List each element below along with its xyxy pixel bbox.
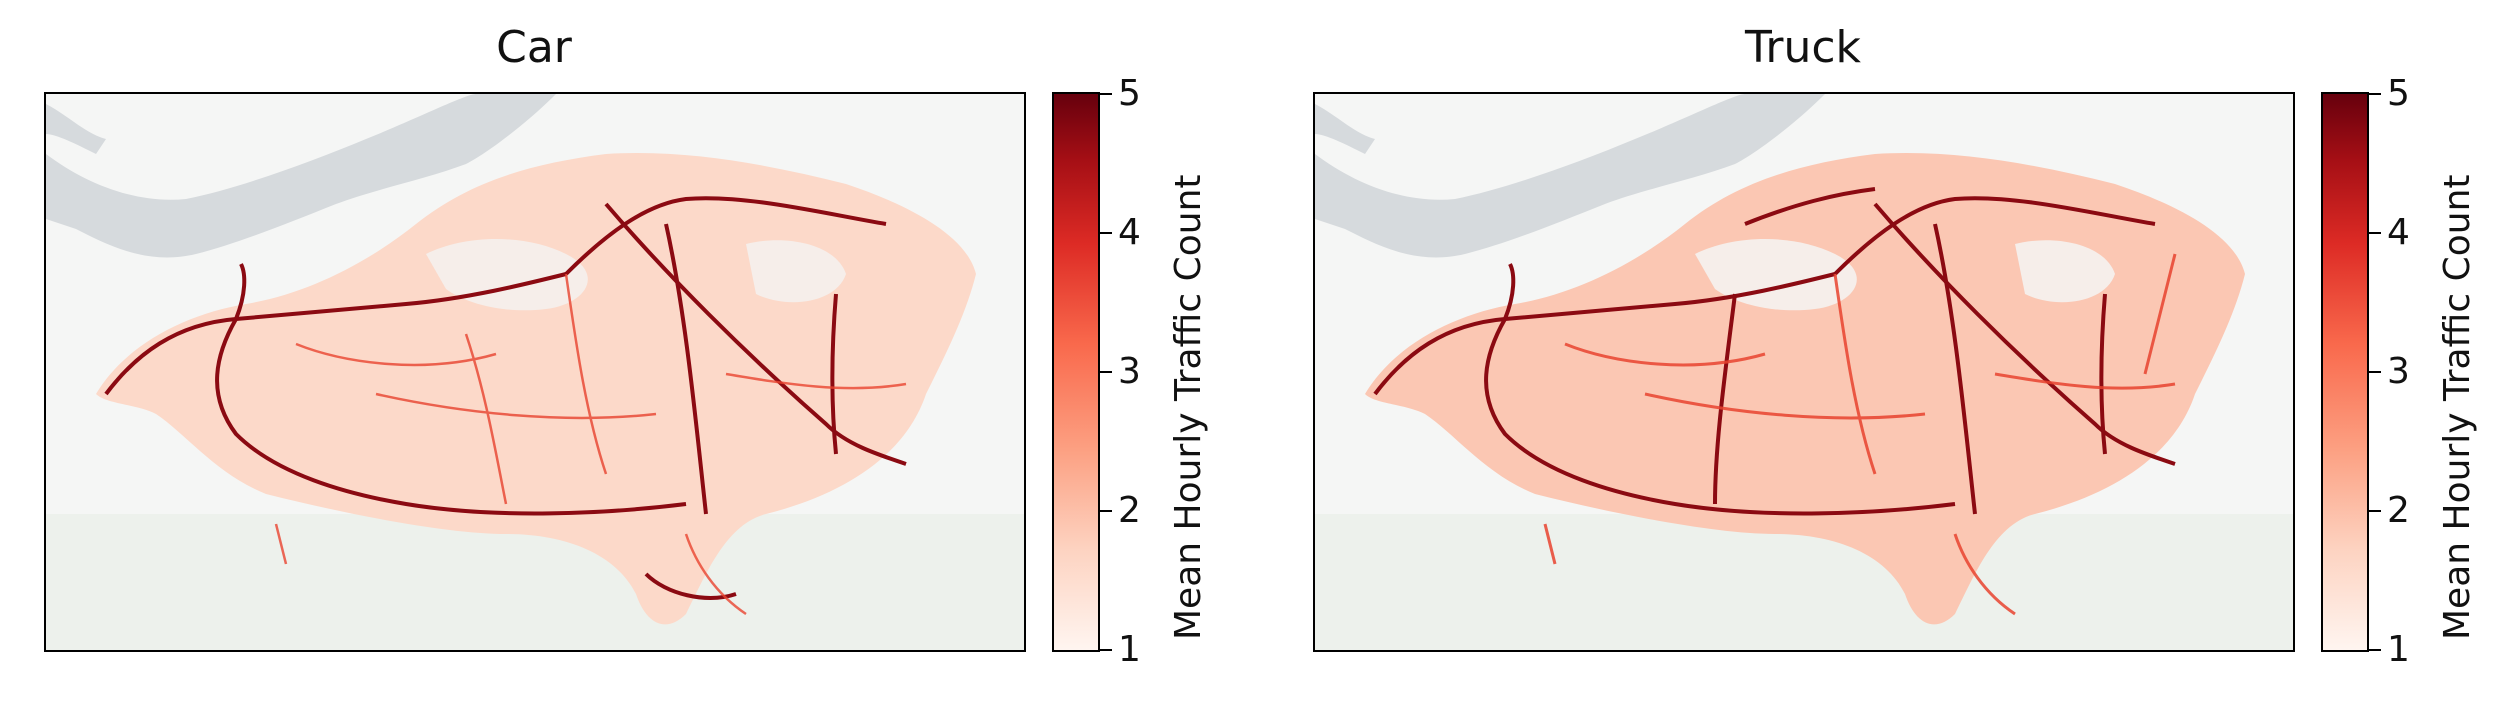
minor-road-7 — [1953, 533, 2016, 616]
river-inlet — [46, 104, 106, 154]
minor-road-8 — [2143, 253, 2177, 375]
car-cbar-tick-mark-4 — [1100, 232, 1112, 234]
minor-road-2 — [1644, 392, 1926, 420]
car-colorbar — [1052, 92, 1100, 652]
road-bridge — [234, 263, 247, 320]
minor-road-4 — [725, 372, 907, 390]
road-central — [664, 223, 708, 515]
minor-road-3 — [464, 333, 508, 505]
minor-roads — [1543, 253, 2177, 616]
road-diagonal — [604, 202, 907, 466]
car-cbar-tick-mark-3 — [1100, 371, 1112, 373]
river — [1315, 94, 1825, 258]
road-central — [1933, 223, 1977, 515]
car-panel-title: Car — [496, 22, 572, 73]
truck-map-svg — [1315, 94, 2293, 650]
major-roads — [104, 196, 907, 600]
road-north — [564, 196, 887, 276]
truck-cbar-tick-mark-1 — [2369, 649, 2381, 651]
car-cbar-tick-mark-2 — [1100, 510, 1112, 512]
road-ring-south — [1484, 318, 1956, 516]
road-west-central — [1713, 293, 1737, 505]
minor-road-6 — [274, 523, 288, 565]
truck-colorbar-label: Mean Hourly Traffic Count — [2437, 174, 2478, 640]
major-roads — [1373, 187, 2176, 516]
car-cbar-tick-2: 2 — [1118, 490, 1141, 531]
car-cbar-tick-1: 1 — [1118, 629, 1141, 670]
car-traffic-map[interactable] — [44, 92, 1026, 652]
park-gap-2 — [746, 240, 846, 303]
minor-road-1 — [1564, 342, 1766, 367]
river-inlet — [1315, 104, 1375, 154]
park-gap-2 — [2015, 240, 2115, 303]
road-east — [2099, 293, 2107, 455]
road-east — [830, 293, 838, 455]
truck-cbar-tick-mark-2 — [2369, 510, 2381, 512]
car-cbar-tick-mark-1 — [1100, 649, 1112, 651]
minor-road-1 — [295, 342, 497, 367]
park-gap — [1695, 239, 1857, 311]
truck-cbar-tick-2: 2 — [2387, 490, 2410, 531]
minor-road-6 — [1543, 523, 1557, 565]
truck-cbar-tick-3: 3 — [2387, 351, 2410, 392]
car-cbar-tick-3: 3 — [1118, 351, 1141, 392]
truck-cbar-tick-4: 4 — [2387, 212, 2410, 253]
road-ring-south — [215, 318, 687, 516]
road-bridge — [1503, 263, 1516, 320]
road-west — [104, 272, 567, 396]
truck-traffic-map[interactable] — [1313, 92, 2295, 652]
minor-roads — [274, 273, 907, 616]
truck-cbar-tick-1: 1 — [2387, 629, 2410, 670]
truck-cbar-tick-mark-3 — [2369, 371, 2381, 373]
car-cbar-tick-4: 4 — [1118, 212, 1141, 253]
minor-road-5 — [564, 273, 608, 475]
road-northwest — [1744, 187, 1876, 226]
truck-cbar-tick-5: 5 — [2387, 73, 2410, 114]
car-cbar-tick-mark-5 — [1100, 93, 1112, 95]
truck-cbar-tick-mark-5 — [2369, 93, 2381, 95]
minor-road-7 — [684, 533, 747, 616]
car-map-svg — [46, 94, 1024, 650]
minor-road-2 — [375, 392, 657, 420]
road-north — [1833, 196, 2156, 276]
river — [46, 94, 556, 258]
truck-colorbar — [2321, 92, 2369, 652]
green-area — [46, 514, 1024, 650]
road-west — [1373, 272, 1836, 396]
minor-road-4 — [1994, 372, 2176, 390]
truck-cbar-tick-mark-4 — [2369, 232, 2381, 234]
minor-road-5 — [1833, 273, 1877, 475]
truck-panel-title: Truck — [1744, 22, 1862, 73]
green-area — [1315, 514, 2293, 650]
car-colorbar-label: Mean Hourly Traffic Count — [1168, 174, 1209, 640]
car-cbar-tick-5: 5 — [1118, 73, 1141, 114]
road-diagonal — [1873, 202, 2176, 466]
park-gap — [426, 239, 588, 311]
